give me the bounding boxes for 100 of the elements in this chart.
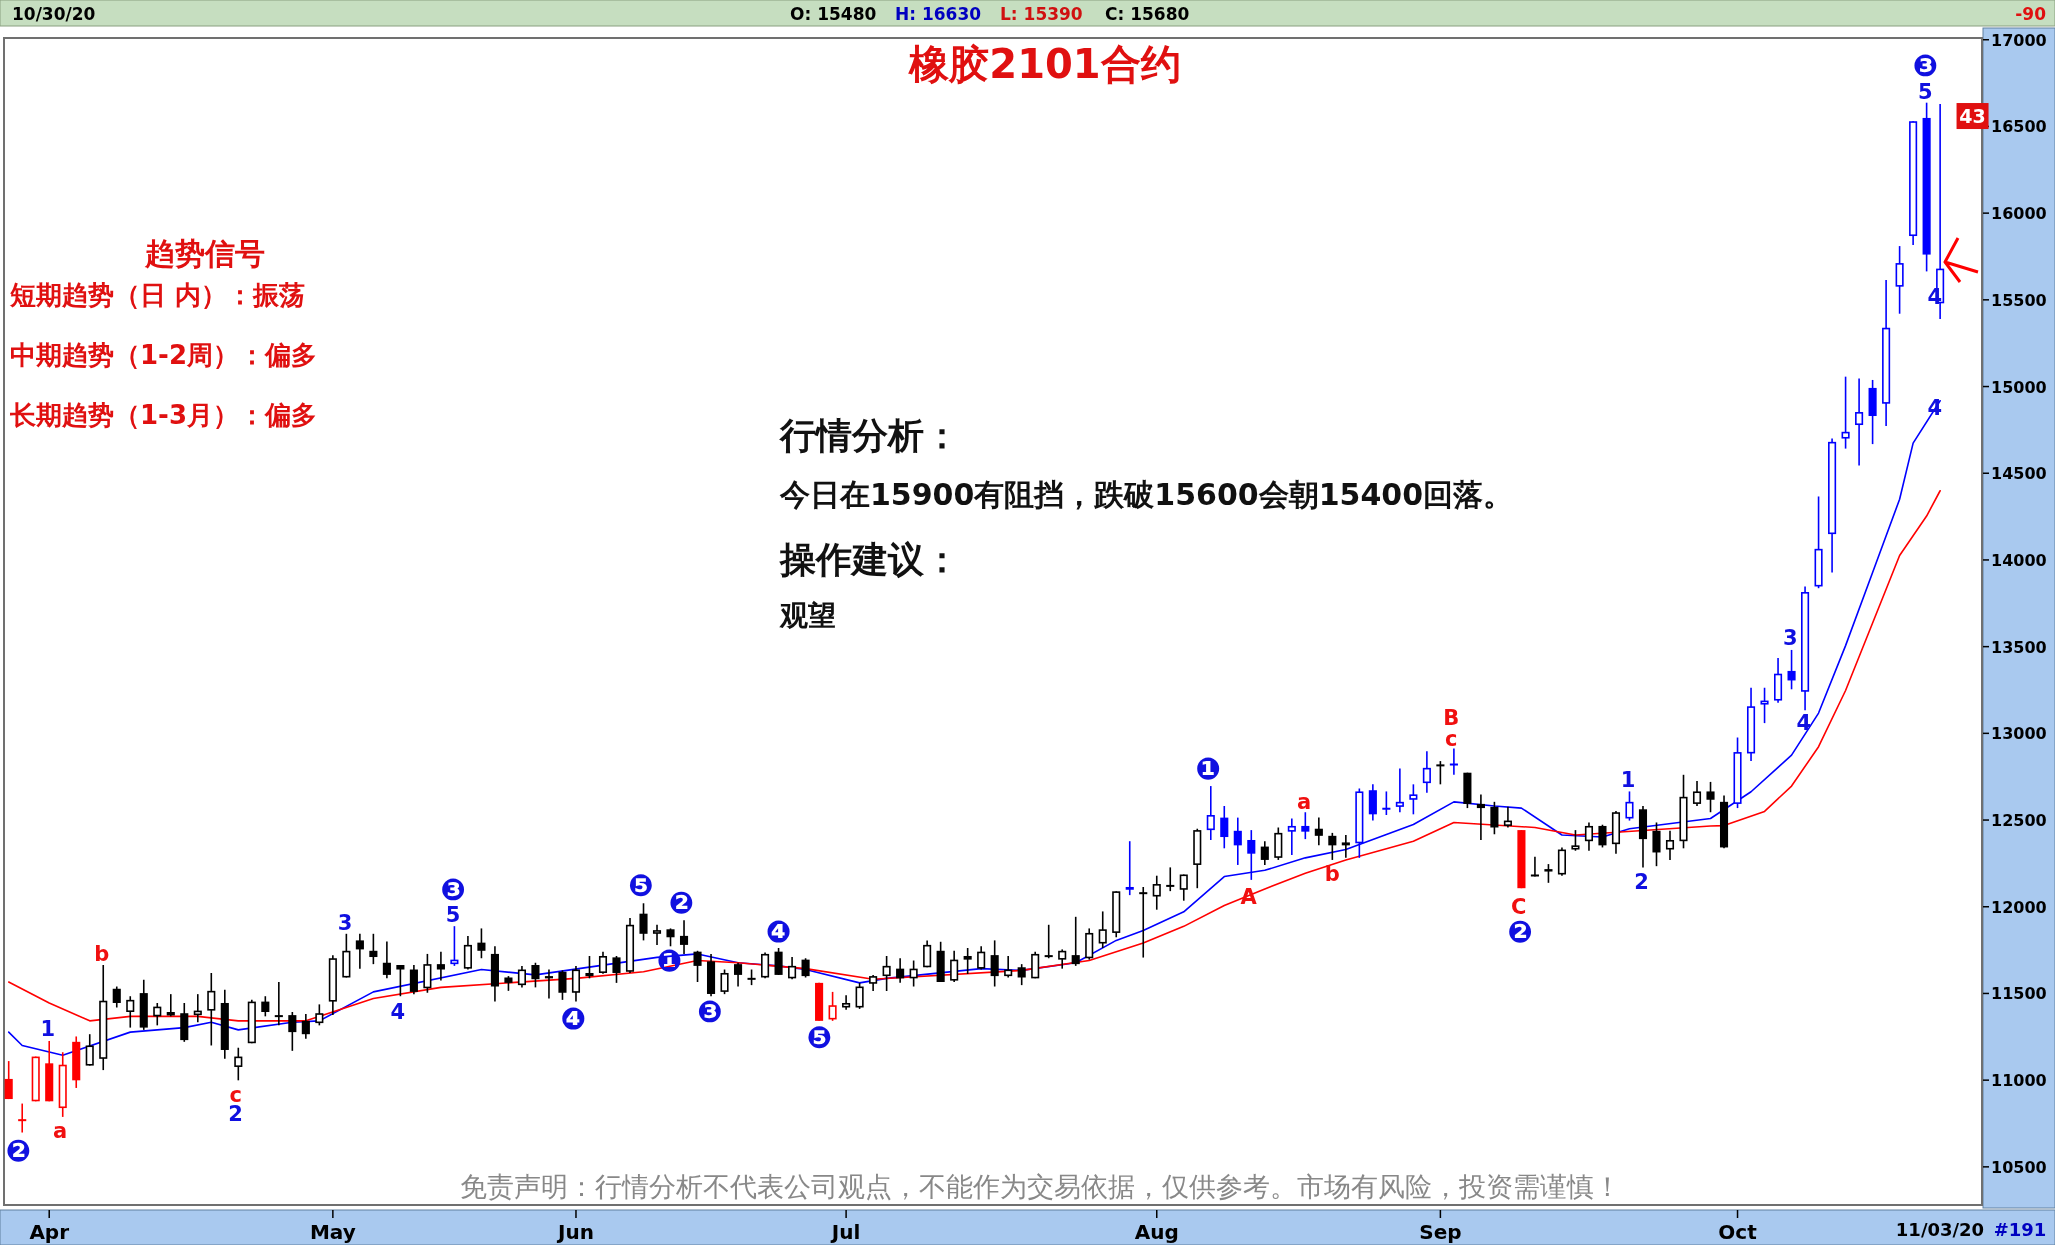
candlestick	[544, 968, 554, 1000]
candlestick	[517, 965, 526, 989]
candlestick	[166, 993, 175, 1018]
candlestick	[1544, 863, 1553, 884]
annotation: ❷	[5, 1133, 31, 1169]
candlestick	[4, 1060, 13, 1100]
candlestick	[828, 991, 837, 1022]
candlestick	[1841, 375, 1850, 450]
candlestick	[193, 993, 202, 1024]
candlestick	[909, 959, 918, 988]
candlestick	[1652, 821, 1661, 867]
y-tick-label: 16500	[1991, 117, 2047, 137]
candlestick	[855, 982, 864, 1010]
candlestick	[1071, 916, 1080, 967]
candlestick	[369, 933, 378, 965]
candlestick	[612, 955, 621, 984]
candlestick	[882, 955, 891, 992]
text: 11/03/20	[1895, 1219, 1985, 1240]
annotation: 3	[1782, 625, 1798, 650]
annotation: 行情分析：	[779, 415, 960, 456]
x-tick-label: Oct	[1718, 1220, 1758, 1244]
candlestick	[288, 1011, 297, 1052]
candlestick	[423, 953, 432, 994]
candlestick	[153, 1002, 162, 1027]
candlestick	[1058, 948, 1067, 970]
annotation: 2	[228, 1102, 243, 1127]
candlestick	[355, 933, 364, 970]
annotation: 4	[390, 999, 405, 1024]
candlestick	[801, 957, 810, 979]
annotation: a	[52, 1119, 68, 1144]
candlestick	[1206, 785, 1215, 841]
x-tick-label: Apr	[29, 1220, 70, 1244]
annotation: a	[1296, 789, 1312, 814]
candlestick	[652, 923, 662, 946]
y-tick-label: 15500	[1991, 290, 2047, 310]
candlestick	[761, 951, 770, 980]
candlestick	[1314, 816, 1323, 847]
candlestick	[85, 1033, 94, 1067]
candlestick	[1436, 760, 1445, 786]
annotation: ❺	[628, 868, 654, 904]
candlestick	[1017, 963, 1026, 986]
chart-title: 橡胶2101合约	[908, 41, 1181, 87]
candlestick	[1706, 781, 1715, 814]
annotation: 免责声明：行情分析不代表公司观点，不能作为交易依据，仅供参考。市场有风险，投资需谨慎！	[459, 1171, 1621, 1202]
annotation: 1	[1620, 767, 1636, 792]
annotation: 1	[40, 1016, 56, 1041]
candlestick	[1895, 245, 1904, 315]
candlestick	[436, 950, 445, 982]
candlestick	[1166, 866, 1175, 892]
line-series	[7, 399, 1941, 1056]
y-tick-label: 11000	[1991, 1071, 2047, 1091]
candlestick	[1490, 801, 1499, 836]
y-tick-label: 13500	[1991, 637, 2047, 657]
x-tick-label: Jul	[829, 1220, 861, 1244]
candlestick	[1382, 790, 1391, 816]
annotation: 2	[1634, 869, 1649, 894]
annotation: 短期趋势（日 内）：振荡	[9, 280, 306, 310]
candlestick	[1233, 816, 1242, 866]
annotation: 观望	[779, 599, 836, 632]
y-tick-label: 17000	[1991, 30, 2047, 50]
candlestick	[963, 947, 972, 975]
candlestick	[1571, 829, 1580, 852]
candlestick	[571, 965, 581, 1003]
candlestick	[382, 940, 391, 980]
candlestick	[463, 935, 472, 971]
annotation: 趋势信号	[144, 236, 265, 271]
annotation: ❶	[1195, 751, 1221, 787]
candlestick	[1274, 826, 1283, 861]
x-tick-label: May	[309, 1220, 356, 1244]
annotation: 今日在15900有阻挡，跌破15600会朝15400回落。	[779, 477, 1514, 512]
y-tick-label: 16000	[1991, 204, 2047, 224]
annotation: 4	[1796, 711, 1812, 736]
x-tick-label: Sep	[1419, 1220, 1462, 1244]
candlestick	[1260, 840, 1269, 866]
candlestick	[950, 949, 959, 983]
text: L: 15390	[1000, 4, 1083, 24]
candlestick	[923, 939, 932, 969]
candlestick	[1368, 783, 1377, 822]
candlestick	[1301, 811, 1310, 840]
candlestick	[1341, 834, 1350, 859]
x-tick-label: Aug	[1134, 1220, 1179, 1244]
candlestick	[1422, 750, 1431, 794]
candlestick	[693, 949, 702, 983]
candlestick	[1247, 829, 1256, 881]
candlestick	[261, 995, 270, 1018]
candlestick	[679, 919, 689, 955]
y-tick-label: 14000	[1991, 550, 2047, 570]
candlestick	[896, 957, 905, 984]
candlestick	[1179, 873, 1188, 902]
candlestick	[1692, 780, 1702, 807]
candlestick	[1098, 910, 1107, 949]
candlestick	[1855, 377, 1864, 467]
candlestick	[1139, 886, 1148, 959]
candlestick	[315, 1003, 324, 1027]
text: O: 15480	[790, 4, 877, 24]
candlestick	[1287, 817, 1296, 856]
annotation: b	[1324, 862, 1340, 887]
candlestick	[639, 902, 648, 942]
candlestick	[1085, 927, 1094, 961]
candlestick	[1044, 923, 1053, 960]
